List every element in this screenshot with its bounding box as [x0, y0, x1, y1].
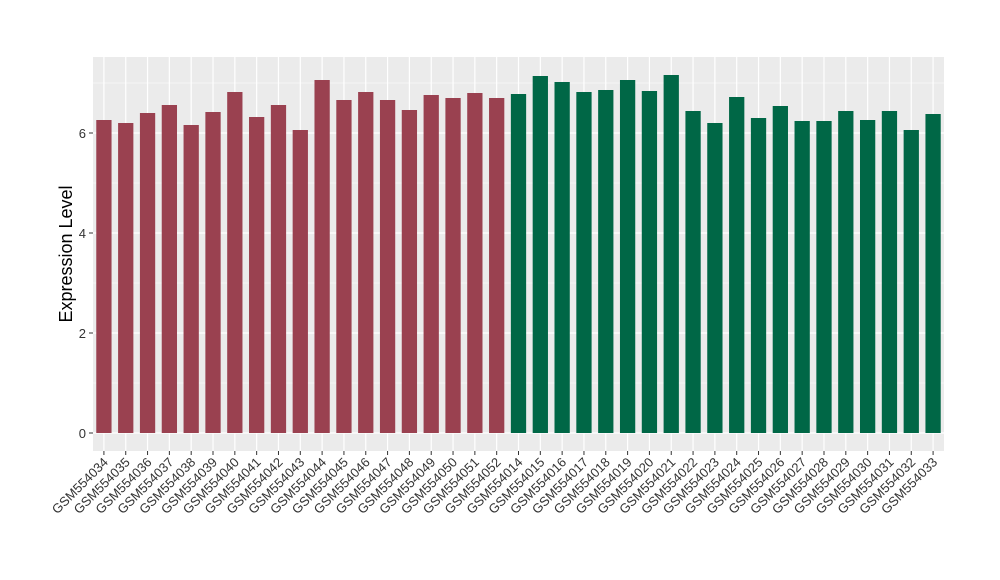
bar-GSM554046 — [358, 92, 374, 433]
bars — [96, 75, 941, 433]
bar-GSM554031 — [881, 111, 898, 433]
bar-GSM554048 — [401, 110, 418, 433]
bar-GSM554020 — [641, 91, 658, 433]
bar-GSM554028 — [816, 121, 832, 433]
bar-GSM554026 — [772, 106, 788, 433]
bar-GSM554025 — [750, 118, 767, 433]
bar-GSM554035 — [118, 123, 134, 433]
bar-GSM554017 — [576, 92, 592, 433]
bar-GSM554033 — [925, 114, 941, 433]
x-axis: GSM554034GSM554035GSM554036GSM554037GSM5… — [49, 451, 940, 517]
bar-GSM554021 — [663, 75, 679, 433]
bar-GSM554039 — [205, 112, 221, 433]
bar-GSM554050 — [445, 98, 461, 433]
y-tick-label: 0 — [79, 426, 86, 441]
bar-GSM554043 — [292, 130, 308, 433]
y-axis-label: Expression Level — [56, 185, 76, 322]
bar-GSM554051 — [467, 93, 483, 433]
bar-GSM554042 — [270, 105, 287, 433]
bar-GSM554029 — [838, 111, 854, 433]
bar-GSM554019 — [619, 80, 636, 433]
bar-GSM554052 — [489, 98, 505, 433]
y-tick-label: 4 — [79, 226, 86, 241]
bar-GSM554041 — [249, 117, 265, 433]
bar-GSM554044 — [314, 80, 330, 433]
y-axis: 0 2 4 6 — [79, 126, 93, 441]
bar-GSM554038 — [183, 125, 199, 433]
bar-GSM554034 — [96, 120, 112, 433]
bar-GSM554036 — [139, 113, 156, 433]
bar-GSM554022 — [685, 111, 701, 433]
y-tick-label: 2 — [79, 326, 86, 341]
bar-GSM554032 — [903, 130, 919, 433]
bar-GSM554037 — [161, 105, 178, 433]
bar-GSM554030 — [859, 120, 876, 433]
bar-GSM554049 — [423, 95, 439, 433]
y-tick-label: 6 — [79, 126, 86, 141]
bar-GSM554045 — [336, 100, 352, 433]
bar-GSM554040 — [227, 92, 243, 433]
bar-GSM554024 — [729, 97, 745, 433]
bar-GSM554016 — [554, 82, 570, 433]
bar-GSM554027 — [794, 121, 810, 433]
bar-GSM554018 — [598, 90, 614, 433]
bar-GSM554014 — [510, 94, 527, 433]
bar-GSM554047 — [379, 100, 396, 433]
bar-GSM554015 — [532, 76, 548, 433]
bar-GSM554023 — [707, 123, 723, 433]
